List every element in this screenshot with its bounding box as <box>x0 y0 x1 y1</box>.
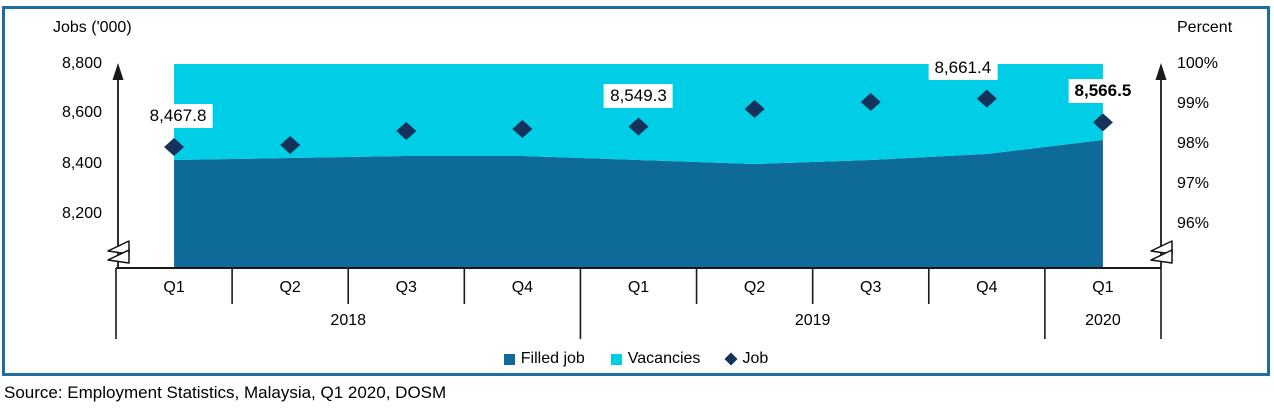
quarter-label: Q2 <box>279 279 301 296</box>
right-axis-break-icon <box>1150 240 1173 255</box>
chart-plot <box>107 63 1173 339</box>
left-axis-tick: 8,800 <box>61 55 102 72</box>
legend-square-icon <box>503 353 515 365</box>
filled-area <box>174 140 1103 268</box>
right-axis-tick: 98% <box>1177 135 1210 152</box>
quarter-label: Q1 <box>1092 279 1114 296</box>
right-axis-break-icon <box>1150 249 1173 264</box>
job-marker <box>280 136 301 154</box>
year-label: 2020 <box>1085 312 1121 329</box>
job-marker <box>164 138 185 157</box>
job-marker <box>396 122 417 140</box>
quarter-label: Q1 <box>163 279 185 296</box>
year-label: 2018 <box>330 312 367 329</box>
left-axis-arrow-icon <box>112 63 124 80</box>
point-label: 8,549.3 <box>604 83 673 108</box>
right-axis-tick: 99% <box>1177 95 1210 112</box>
legend-item: Vacancies <box>610 350 701 368</box>
legend-item: Job <box>724 350 769 368</box>
legend-diamond-icon <box>724 352 738 366</box>
right-axis-arrow-icon <box>1155 63 1167 80</box>
left-axis-break-icon <box>107 249 130 264</box>
point-label: 8,467.8 <box>143 104 213 129</box>
job-marker <box>628 117 649 136</box>
quarter-label: Q3 <box>395 279 417 296</box>
quarter-label: Q4 <box>511 279 534 296</box>
quarter-label: Q4 <box>976 279 998 296</box>
legend-square-icon <box>610 353 622 365</box>
job-marker <box>976 89 997 108</box>
legend-label: Vacancies <box>627 350 701 367</box>
point-label: 8,661.4 <box>928 55 998 80</box>
quarter-label: Q2 <box>743 279 766 296</box>
right-axis-title: Percent <box>1177 19 1233 36</box>
job-marker <box>512 120 533 138</box>
quarter-label: Q3 <box>860 279 882 296</box>
legend-item: Filled job <box>503 350 585 368</box>
right-axis-tick: 97% <box>1177 175 1210 192</box>
legend-label: Job <box>742 350 769 367</box>
left-axis-tick: 8,600 <box>61 104 102 121</box>
left-axis-break-icon <box>107 240 130 255</box>
job-marker <box>1092 113 1113 132</box>
year-label: 2019 <box>794 312 831 329</box>
quarter-label: Q1 <box>627 279 650 296</box>
chart-legend: Filled job Vacancies Job <box>5 350 1267 368</box>
job-marker <box>860 93 881 111</box>
point-label: 8,566.5 <box>1068 79 1138 104</box>
chart-panel: Jobs ('000) Percent 8,800 8,600 8,400 8,200… <box>2 6 1270 376</box>
source-note: Source: Employment Statistics, Malaysia,… <box>4 383 447 402</box>
job-marker <box>744 100 765 118</box>
legend-label: Filled job <box>520 350 585 367</box>
left-axis-title: Jobs ('000) <box>53 19 132 36</box>
left-axis-tick: 8,200 <box>61 205 102 222</box>
right-axis-tick: 96% <box>1177 215 1210 232</box>
right-axis-tick: 100% <box>1177 55 1218 72</box>
left-axis-tick: 8,400 <box>61 155 102 172</box>
